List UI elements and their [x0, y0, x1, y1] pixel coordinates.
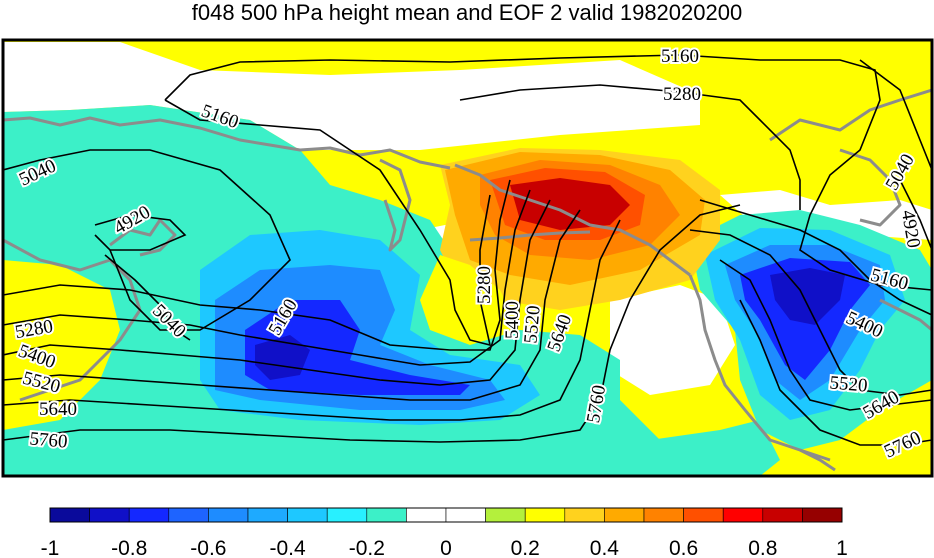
contour-4920-east [899, 179, 932, 251]
contour-5640-south [3, 219, 621, 421]
coastline-baja [799, 448, 836, 472]
colorbar-tick-label-6: 0.2 [511, 537, 540, 558]
contour-label-10: 5640 [39, 399, 77, 420]
colorbar-bin-12 [524, 507, 566, 523]
contour-group [3, 54, 932, 446]
colorbar-tick-label-2: -0.6 [190, 537, 226, 558]
contour-5400-south [3, 199, 551, 386]
coastline-asia-north [3, 116, 451, 170]
colorbar-bin-19 [802, 507, 843, 523]
coastline-hudson [839, 148, 902, 227]
colorbar-bin-17 [722, 507, 764, 523]
field-teal-nw-blob [3, 112, 170, 178]
colorbar-border [49, 507, 843, 523]
contour-5280-south [3, 189, 531, 366]
contour-5760-east [739, 299, 932, 446]
colorbar-bin-13 [564, 507, 605, 523]
colorbar-bin-2 [128, 507, 170, 523]
contour-5640-east [719, 259, 932, 411]
coastline-okhotsk [109, 218, 177, 257]
colorbar-tick-label-5: 0 [440, 537, 452, 558]
contour-5760-south [3, 204, 741, 443]
contour-5040-east [859, 59, 932, 171]
colorbar-bin-3 [168, 507, 209, 523]
colorbar-bin-1 [89, 507, 130, 523]
coastline-na-east [769, 88, 932, 142]
field-white-east [610, 285, 735, 395]
contour-label-halo-0: 5160 [661, 46, 699, 67]
contour-label-13: 5400 [502, 301, 523, 339]
colorbar-tick-label-7: 0.4 [590, 537, 620, 558]
colorbar-bin-6 [287, 507, 328, 523]
contour-label-0: 5160 [661, 46, 699, 67]
coastline-great-lakes [879, 298, 932, 332]
colorbar-bin-9 [406, 507, 447, 523]
field-yellow-west-coast [3, 260, 120, 430]
colorbar-tick-label-9: 0.8 [748, 537, 777, 558]
contour-5520-south [3, 209, 581, 401]
colorbar-bin-5 [247, 507, 288, 523]
contour-label-11: 5760 [29, 428, 69, 452]
colorbar-tick-label-1: -0.8 [111, 537, 147, 558]
colorbar-bin-18 [762, 507, 803, 523]
colorbar-tick-label-0: -1 [41, 537, 60, 558]
colorbar-bin-4 [208, 507, 249, 523]
contour-5160-west [164, 99, 492, 347]
colorbar-bin-14 [604, 507, 645, 523]
contour-label-halo-12: 5280 [474, 266, 495, 304]
contour-label-halo-14: 5520 [520, 305, 544, 345]
contour-label-12: 5280 [474, 266, 495, 304]
contour-4920 [94, 214, 187, 251]
colorbar-bin-15 [643, 507, 684, 523]
coastline-aleutian [469, 230, 591, 242]
field-white-north [3, 42, 700, 150]
contour-label-14: 5520 [520, 305, 544, 345]
contour-label-21: 5520 [829, 372, 869, 396]
contour-label-halo-11: 5760 [29, 428, 69, 452]
colorbar-tick-label-10: 1 [836, 537, 848, 558]
contour-5400-east [699, 199, 932, 316]
contour-label-halo-1: 5280 [663, 84, 701, 105]
contour-label-halo-10: 5640 [39, 399, 77, 420]
colorbar-bin-7 [326, 507, 368, 523]
plot-border [1, 38, 934, 478]
contour-5040-west [3, 149, 291, 331]
contour-label-1: 5280 [663, 84, 701, 105]
field-darkred-center [510, 178, 630, 230]
colorbar-tick-label-3: -0.4 [270, 537, 307, 558]
colorbar-bin-10 [445, 507, 486, 523]
contour-5040-sw [104, 254, 191, 341]
contour-5160-south [3, 179, 511, 351]
contour-5520-east [689, 229, 932, 396]
contour-5280-north [459, 84, 801, 210]
colorbar-tick-label-4: -0.2 [349, 537, 385, 558]
colorbar-bin-0 [49, 507, 90, 523]
field-yellow-bridge [420, 255, 520, 345]
field-navy-east [770, 268, 845, 325]
coastline-kamchatka [379, 158, 412, 252]
contour-label-halo-13: 5400 [502, 301, 523, 339]
contour-5160-north [164, 54, 932, 291]
colorbar-bin-8 [366, 507, 407, 523]
coastline-na-west [688, 274, 831, 462]
chart-title: f048 500 hPa height mean and EOF 2 valid… [191, 0, 743, 25]
colorbar-bin-11 [485, 507, 526, 523]
colorbar-bin-16 [683, 507, 724, 523]
colorbar-tick-label-8: 0.6 [669, 537, 698, 558]
